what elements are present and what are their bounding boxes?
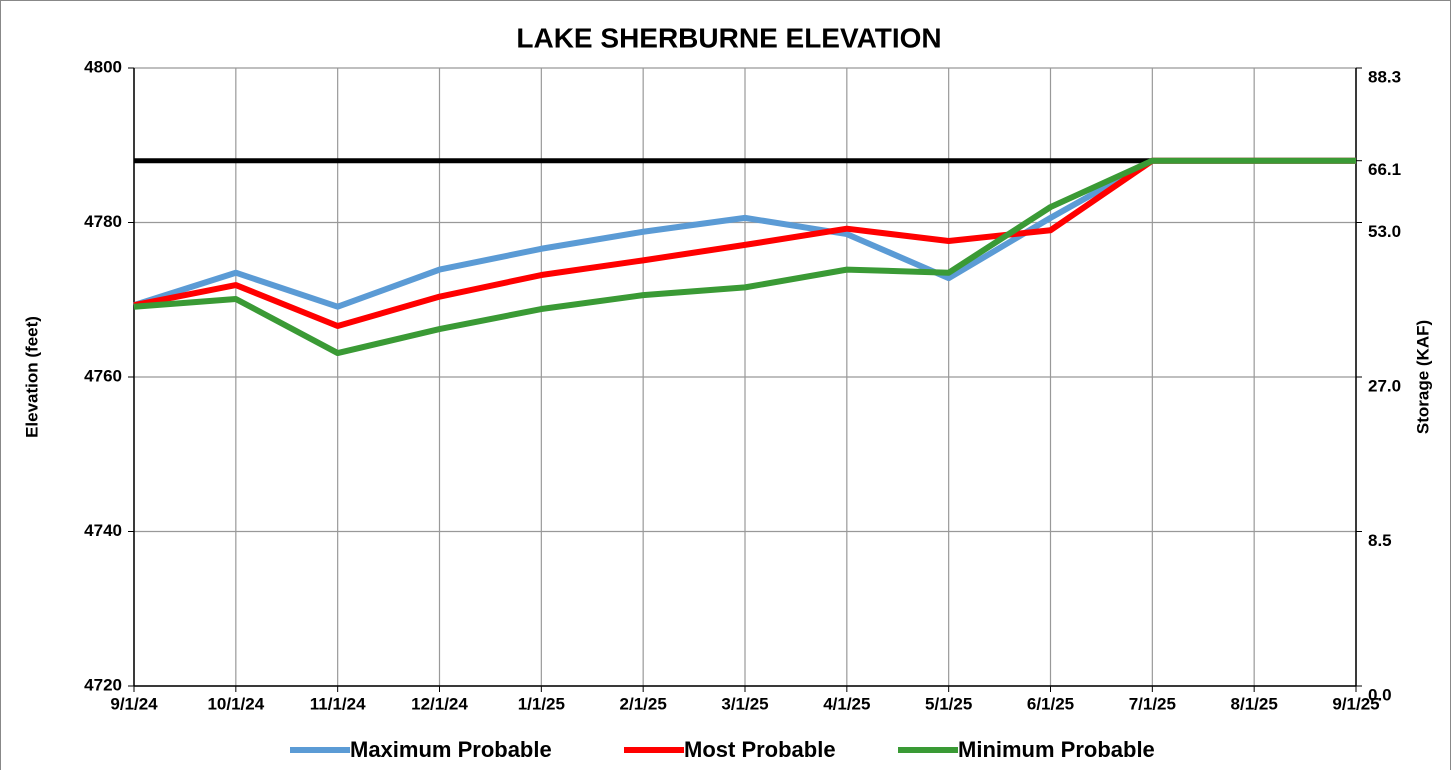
- legend-label: Most Probable: [684, 737, 836, 762]
- x-tick-label: 9/1/25: [1332, 694, 1379, 713]
- y2-tick-label: 66.1: [1368, 160, 1401, 179]
- y-tick-label: 4740: [84, 521, 122, 540]
- y2-tick-label: 88.3: [1368, 67, 1401, 86]
- y2-tick-label: 53.0: [1368, 222, 1401, 241]
- legend-label: Maximum Probable: [350, 737, 552, 762]
- y-tick-label: 4800: [84, 57, 122, 76]
- x-tick-label: 10/1/24: [207, 694, 264, 713]
- x-tick-label: 3/1/25: [721, 694, 768, 713]
- series-line: [133, 157, 1356, 357]
- legend-label: Minimum Probable: [958, 737, 1155, 762]
- x-tick-label: 1/1/25: [518, 694, 565, 713]
- y2-axis-label: Storage (KAF): [1413, 320, 1432, 434]
- y-tick-label: 4720: [84, 675, 122, 694]
- x-tick-label: 9/1/24: [110, 694, 158, 713]
- chart-title: LAKE SHERBURNE ELEVATION: [516, 22, 941, 53]
- x-tick-label: 7/1/25: [1129, 694, 1176, 713]
- y-tick-label: 4780: [84, 212, 122, 231]
- x-tick-label: 5/1/25: [925, 694, 972, 713]
- x-tick-label: 12/1/24: [411, 694, 468, 713]
- y2-tick-label: 0.0: [1368, 685, 1392, 704]
- x-tick-label: 8/1/25: [1231, 694, 1278, 713]
- y-tick-label: 4760: [84, 366, 122, 385]
- y2-tick-label: 27.0: [1368, 376, 1401, 395]
- y2-tick-label: 8.5: [1368, 531, 1392, 550]
- x-tick-label: 2/1/25: [620, 694, 667, 713]
- x-tick-label: 4/1/25: [823, 694, 870, 713]
- y-axis-label: Elevation (feet): [22, 316, 41, 438]
- x-tick-label: 6/1/25: [1027, 694, 1074, 713]
- x-tick-label: 11/1/24: [310, 694, 366, 713]
